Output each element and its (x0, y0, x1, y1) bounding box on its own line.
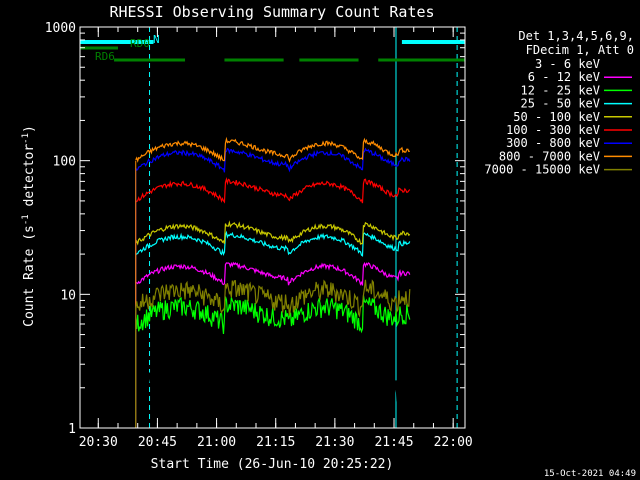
timestamp: 15-Oct-2021 04:49 (544, 469, 636, 479)
y-axis-label-base: Count Rate (s (22, 225, 37, 327)
y-axis-label-sup-1: -1 (21, 214, 31, 225)
series-line (135, 220, 411, 246)
legend-entry-label: 50 - 100 keV (513, 110, 600, 124)
legend-entry-label: 100 - 300 keV (506, 123, 600, 137)
series-line (135, 337, 411, 423)
chart-title: RHESSI Observing Summary Count Rates (109, 3, 434, 21)
y-axis-label-mid: detector (22, 144, 37, 215)
x-tick-label: 21:30 (315, 435, 354, 450)
x-axis-label: Start Time (26-Jun-10 20:25:22) (151, 457, 394, 472)
series-line (135, 147, 411, 173)
legend-entry-label: 6 - 12 keV (528, 70, 600, 84)
x-tick-label: 22:00 (434, 435, 473, 450)
x-tick-label: 20:45 (138, 435, 177, 450)
legend: Det 1,3,4,5,6,9,FDecim 1, Att 03 - 6 keV… (484, 29, 634, 177)
legend-entry-label: 25 - 50 keV (521, 97, 600, 111)
y-tick-label: 1 (68, 422, 76, 437)
legend-header-line: FDecim 1, Att 0 (526, 43, 634, 57)
y-axis-label-sup-2: -1 (21, 133, 31, 144)
legend-entry-label: 300 - 800 keV (506, 136, 600, 150)
legend-header-line: Det 1,3,4,5,6,9, (518, 29, 634, 43)
flag-label-rd6: RD6 (95, 50, 115, 63)
x-tick-label: 20:30 (79, 435, 118, 450)
x-tick-label: 21:45 (374, 435, 413, 450)
series-line (135, 176, 411, 204)
x-tick-label: 21:00 (197, 435, 236, 450)
legend-entry-label: 3 - 6 keV (535, 57, 600, 71)
series-line (135, 279, 411, 318)
legend-entry-label: 800 - 7000 keV (499, 149, 600, 163)
legend-entry-label: 12 - 25 keV (521, 83, 600, 97)
series-line (135, 136, 410, 163)
y-tick-label: 100 (53, 155, 76, 170)
series-line (135, 261, 411, 286)
y-axis-label-end: ) (22, 125, 37, 133)
plot-frame (79, 26, 466, 429)
y-tick-label: 10 (60, 288, 76, 303)
series-line (135, 230, 411, 257)
y-axis-label: Count Rate (s-1 detector-1) (21, 125, 37, 327)
y-tick-label: 1000 (45, 21, 76, 36)
legend-entry-label: 7000 - 15000 keV (484, 163, 600, 177)
flag-label-n: N (153, 33, 160, 46)
x-tick-label: 21:15 (256, 435, 295, 450)
flag-label-rd0: RD0 (130, 37, 150, 50)
